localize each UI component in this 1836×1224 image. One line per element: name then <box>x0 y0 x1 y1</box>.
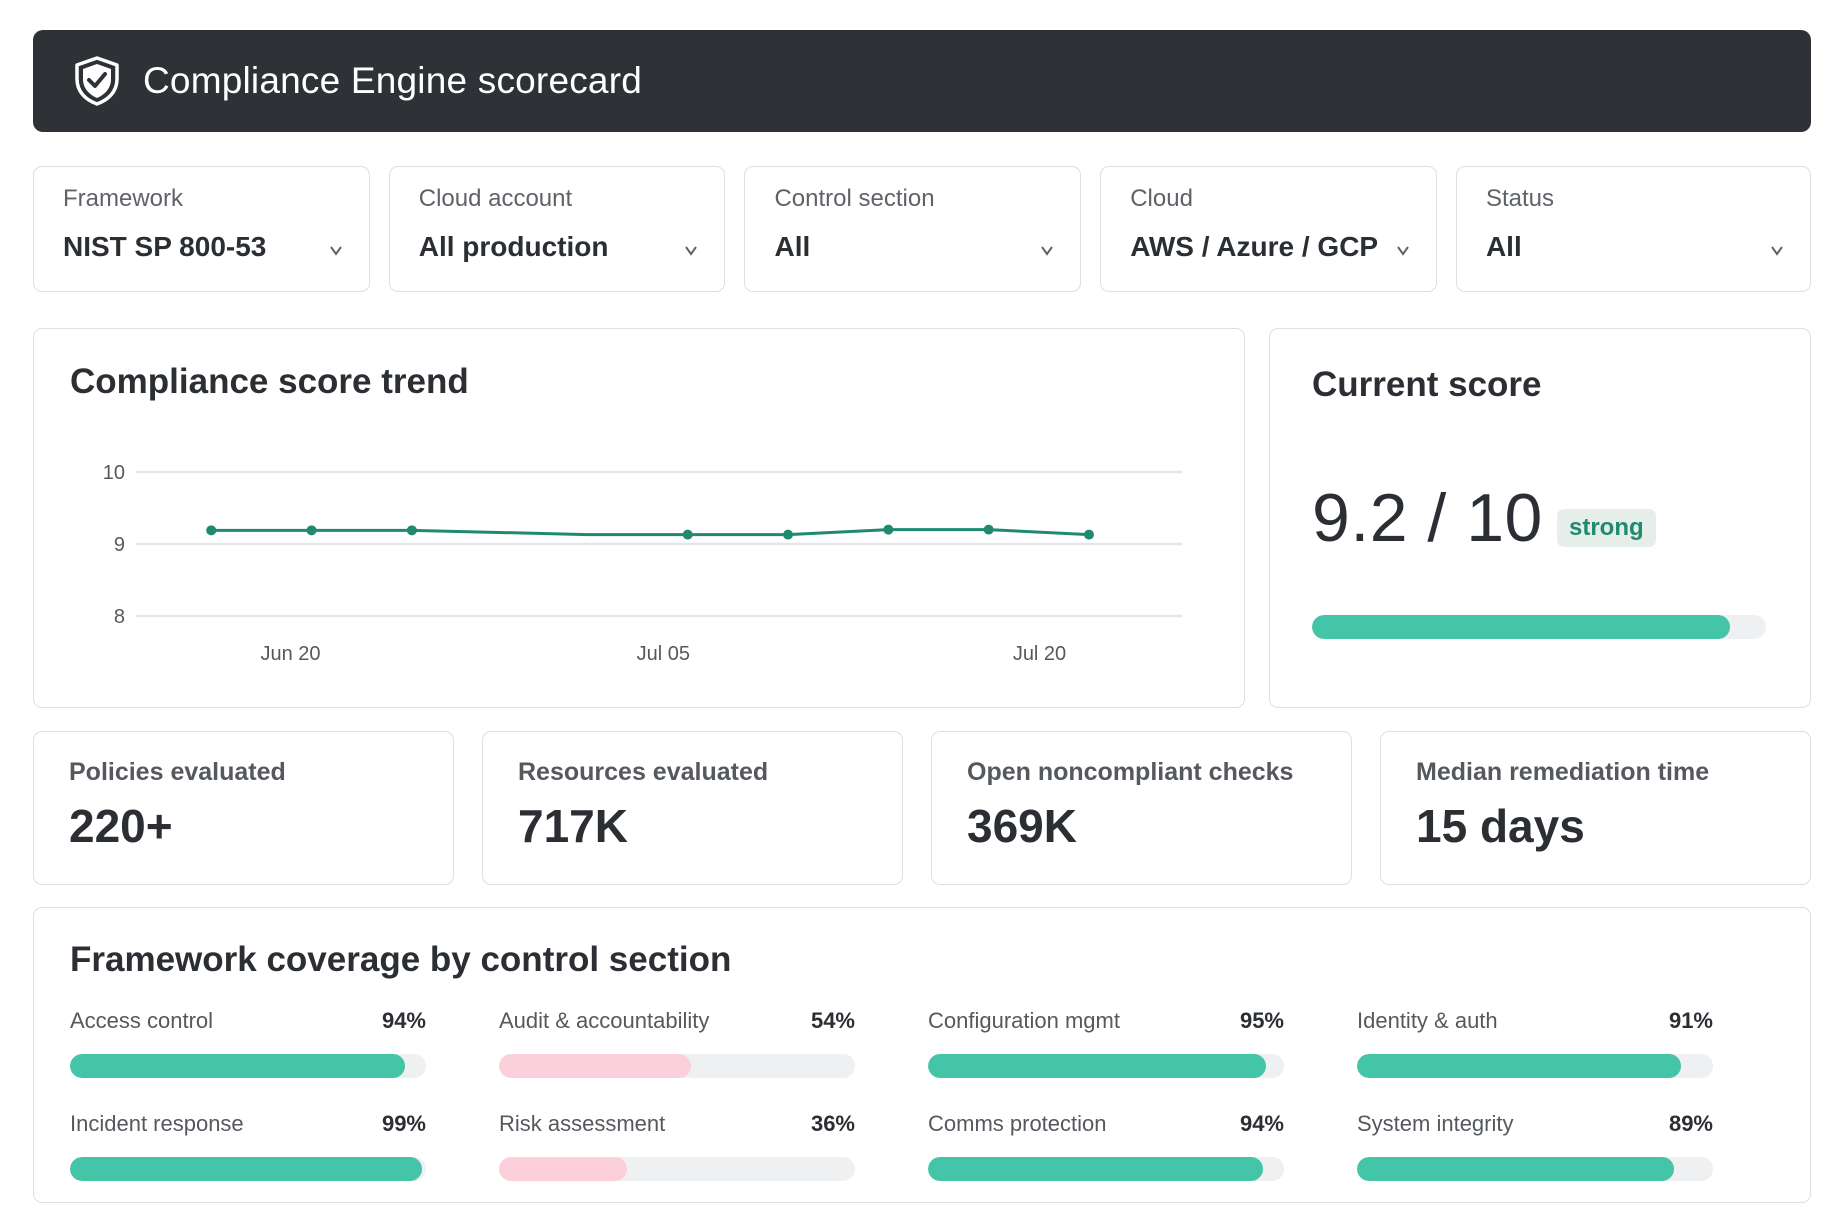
data-point <box>883 524 894 535</box>
cloud-filter[interactable]: Cloud AWS / Azure / GCP <box>1100 166 1437 292</box>
coverage-track <box>70 1054 426 1078</box>
coverage-title: Framework coverage by control section <box>70 940 732 979</box>
filter-value: All <box>774 231 811 262</box>
control-section-filter[interactable]: Control section All <box>744 166 1082 292</box>
page-title: Compliance Engine scorecard <box>143 60 642 101</box>
filter-label: Cloud <box>1130 185 1193 212</box>
coverage-fill <box>499 1054 692 1078</box>
data-point <box>783 529 794 540</box>
stat-value: 717K <box>518 800 628 852</box>
stat-value: 220+ <box>69 800 173 852</box>
framework-coverage-card: Framework coverage by control section Ac… <box>33 907 1811 1203</box>
status-badge: strong <box>1557 509 1656 547</box>
data-point <box>682 529 693 540</box>
data-point <box>306 525 317 536</box>
coverage-track <box>1357 1157 1713 1181</box>
trend-title: Compliance score trend <box>70 362 469 401</box>
chevron-down-icon <box>1771 246 1783 256</box>
chevron-down-icon <box>1397 246 1409 256</box>
filter-label: Framework <box>63 185 184 212</box>
coverage-label: Incident response <box>70 1111 244 1136</box>
coverage-track <box>499 1157 855 1181</box>
coverage-label: Configuration mgmt <box>928 1008 1120 1033</box>
cloud-account-filter[interactable]: Cloud account All production <box>388 166 726 292</box>
stat-value: 15 days <box>1416 800 1585 852</box>
framework-filter[interactable]: Framework NIST SP 800-53 <box>33 166 370 292</box>
current-score-card: Current score 9.2 / 10 strong <box>1269 328 1811 708</box>
stat-resources-evaluated: Resources evaluated 717K <box>482 731 903 885</box>
status-filter[interactable]: Status All <box>1455 166 1812 292</box>
data-point <box>1083 529 1094 540</box>
app-header: Compliance Engine scorecard <box>33 30 1811 132</box>
coverage-track <box>928 1157 1284 1181</box>
stat-label: Policies evaluated <box>69 758 286 786</box>
filter-value: All production <box>418 231 609 262</box>
y-tick-label: 10 <box>103 462 125 484</box>
filter-label: Control section <box>774 185 935 212</box>
coverage-label: Risk assessment <box>499 1111 666 1136</box>
stat-label: Open noncompliant checks <box>967 758 1294 786</box>
coverage-track <box>499 1054 855 1078</box>
coverage-track <box>70 1157 426 1181</box>
score-trend-chart: 8 9 10 Jun 20 Jul 05 Jul 20 <box>103 462 1182 665</box>
coverage-label: Identity & auth <box>1357 1008 1498 1033</box>
y-tick-label: 8 <box>114 606 125 628</box>
coverage-fill <box>70 1054 405 1078</box>
chevron-down-icon <box>1041 246 1054 256</box>
coverage-label: Access control <box>70 1008 214 1033</box>
data-point <box>983 524 994 535</box>
coverage-track <box>928 1054 1284 1078</box>
y-tick-label: 9 <box>114 534 125 556</box>
stat-label: Resources evaluated <box>518 758 769 786</box>
series-line <box>211 528 1090 537</box>
coverage-fill <box>1357 1157 1674 1181</box>
coverage-percent: 94% <box>381 1008 426 1033</box>
coverage-percent: 91% <box>1668 1008 1713 1033</box>
filter-value: AWS / Azure / GCP <box>1130 231 1379 262</box>
filter-value: NIST SP 800-53 <box>63 231 267 262</box>
coverage-percent: 99% <box>381 1111 426 1136</box>
coverage-percent: 36% <box>810 1111 855 1136</box>
stats-row: Policies evaluated 220+ Resources evalua… <box>33 731 1811 885</box>
stat-label: Median remediation time <box>1416 758 1710 786</box>
coverage-percent: 54% <box>810 1008 855 1033</box>
shield-check-icon <box>73 55 121 107</box>
filter-bar: Framework NIST SP 800-53 Cloud account A… <box>33 166 1812 292</box>
chevron-down-icon <box>329 246 342 256</box>
data-point <box>406 525 417 536</box>
coverage-label: System integrity <box>1357 1111 1514 1136</box>
filter-value: All <box>1485 231 1522 262</box>
stat-policies-evaluated: Policies evaluated 220+ <box>33 731 454 885</box>
coverage-fill <box>928 1157 1263 1181</box>
coverage-fill <box>1357 1054 1681 1078</box>
score-value: 9.2 / 10 <box>1312 480 1543 556</box>
stat-median-remediation-time: Median remediation time 15 days <box>1380 731 1811 885</box>
filter-label: Cloud account <box>418 185 573 212</box>
x-tick-label: Jul 20 <box>1013 643 1066 665</box>
score-trend-card: Compliance score trend 8 9 10 Jun 20 Jul 05 J… <box>33 328 1245 708</box>
coverage-percent: 89% <box>1668 1111 1713 1136</box>
coverage-fill <box>70 1157 423 1181</box>
score-progress-fill <box>1312 615 1730 639</box>
coverage-label: Audit & accountability <box>499 1008 710 1033</box>
stat-open-noncompliant-checks: Open noncompliant checks 369K <box>931 731 1352 885</box>
coverage-percent: 95% <box>1239 1008 1284 1033</box>
score-progress-track <box>1312 615 1766 639</box>
x-tick-label: Jun 20 <box>260 643 320 665</box>
data-point <box>206 525 217 536</box>
coverage-fill <box>928 1054 1267 1078</box>
coverage-percent: 94% <box>1239 1111 1284 1136</box>
x-tick-label: Jul 05 <box>637 643 690 665</box>
stat-value: 369K <box>967 800 1077 852</box>
coverage-fill <box>499 1157 628 1181</box>
coverage-label: Comms protection <box>928 1111 1107 1136</box>
coverage-track <box>1357 1054 1713 1078</box>
score-title: Current score <box>1312 365 1542 404</box>
chevron-down-icon <box>685 246 698 256</box>
filter-label: Status <box>1485 185 1554 212</box>
